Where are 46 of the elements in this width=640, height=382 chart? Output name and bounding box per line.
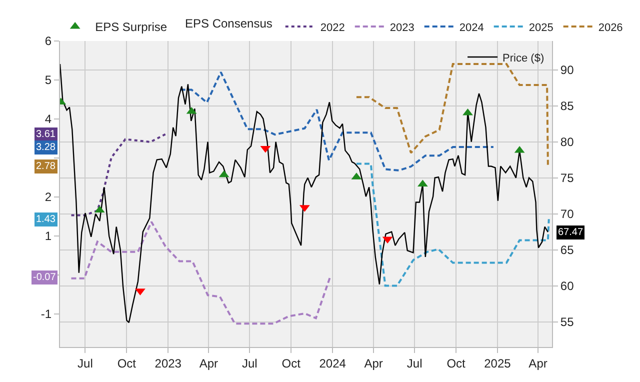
annotation: 2.78 — [36, 161, 56, 172]
line-series — [355, 162, 550, 287]
legend-label: 2026 — [598, 22, 623, 34]
y-tick-label: 6 — [44, 34, 52, 48]
y2-tick-label: 60 — [560, 279, 574, 293]
y-tick-label: 5 — [44, 73, 52, 88]
annotation: 1.43 — [36, 214, 56, 225]
line-series — [179, 71, 494, 172]
y2-tick-label: 85 — [560, 99, 574, 113]
text: 67.47 — [558, 227, 584, 238]
y-tick-label: 1 — [44, 229, 52, 244]
y-tick-label: -1 — [40, 307, 52, 322]
y2-tick-label: 80 — [560, 135, 574, 149]
legend-label: EPS Surprise — [95, 20, 168, 34]
legend-label: Price ($) — [502, 52, 544, 64]
y2-tick-label: 75 — [560, 171, 574, 185]
legend-label: 2024 — [459, 22, 484, 34]
x-tick-label: Jul — [406, 356, 422, 370]
line-series — [70, 220, 331, 325]
x-tick-label: Jul — [78, 356, 93, 370]
x-tick-label: Oct — [446, 356, 466, 370]
x-tick-label: Apr — [364, 356, 383, 370]
y2-tick-label: 65 — [560, 243, 574, 257]
x-tick-label: 2024 — [319, 356, 346, 370]
annotation: -0.07 — [33, 272, 56, 283]
y2-tick-label: 90 — [560, 63, 574, 77]
y-tick-label: 2 — [44, 190, 52, 204]
line-series — [60, 63, 549, 324]
y2-tick-label: 70 — [560, 207, 574, 221]
x-tick-label: Apr — [199, 356, 218, 370]
x-tick-label: Apr — [528, 356, 548, 370]
line-series — [355, 63, 549, 168]
x-tick-label: 2025 — [484, 356, 512, 370]
x-tick-label: Jul — [242, 356, 258, 370]
legend-label: 2022 — [320, 22, 345, 34]
legend-label: 2025 — [528, 22, 554, 34]
line-series — [70, 133, 166, 216]
x-tick-label: Oct — [117, 356, 137, 370]
annotation: 3.61 — [36, 129, 56, 140]
x-tick-label: 2023 — [154, 356, 182, 370]
legend-label: 2023 — [390, 22, 414, 34]
legend-title: EPS Consensus — [185, 16, 272, 31]
annotation: 3.28 — [36, 142, 56, 153]
y-tick-label: 4 — [44, 112, 52, 126]
x-tick-label: Oct — [282, 356, 302, 370]
y2-tick-label: 55 — [560, 315, 574, 329]
